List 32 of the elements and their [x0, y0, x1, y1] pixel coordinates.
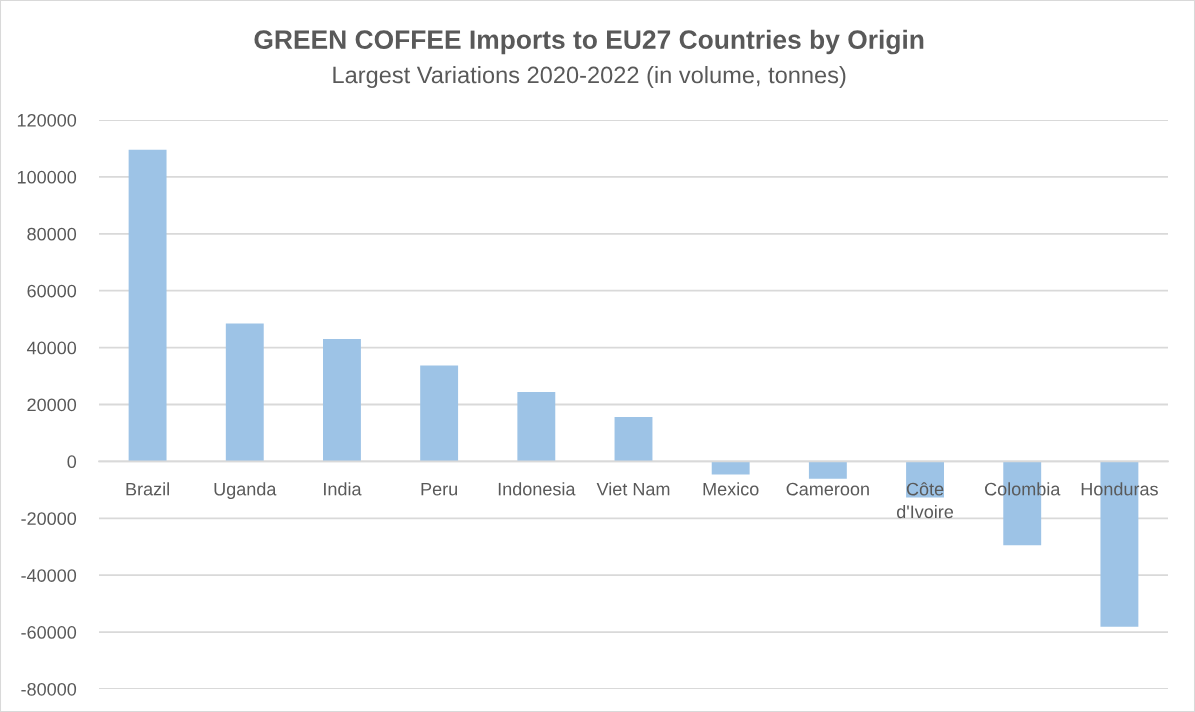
- x-tick-label: Colombia: [985, 482, 1061, 496]
- bar: [128, 149, 167, 462]
- y-tick-label: -20000: [21, 512, 77, 526]
- y-tick-label: -40000: [21, 569, 77, 582]
- bar: [517, 391, 556, 462]
- bar: [323, 339, 361, 462]
- bar: [808, 461, 847, 479]
- bar: [225, 323, 264, 462]
- y-tick-label: 120000: [17, 113, 77, 127]
- x-tick-label: Côte d'Ivoire: [896, 482, 954, 519]
- x-tick-label: Peru: [421, 482, 458, 496]
- x-tick-label: Honduras: [1081, 482, 1158, 496]
- chart-subtitle: Largest Variations 2020-2022 (in volume, tonnes): [333, 66, 846, 88]
- x-tick-label: Uganda: [214, 482, 277, 500]
- y-tick-label: 80000: [27, 227, 77, 241]
- x-tick-label: India: [324, 482, 362, 496]
- y-tick-label: 40000: [26, 341, 77, 355]
- x-tick-label: Brazil: [126, 482, 169, 496]
- x-tick-label: Viet Nam: [596, 482, 670, 496]
- y-tick-label: 20000: [27, 398, 77, 412]
- x-tick-label: Cameroon: [786, 482, 869, 496]
- chart-title: GREEN COFFEE Imports to EU27 Countries by Origin: [254, 29, 924, 55]
- bar: [420, 365, 459, 462]
- y-tick-label: 60000: [27, 284, 77, 298]
- x-tick-label: Indonesia: [498, 482, 576, 496]
- y-tick-label: 0: [67, 455, 77, 469]
- y-tick-label: 100000: [17, 170, 77, 184]
- y-tick-label: -60000: [21, 626, 77, 639]
- x-tick-label: Mexico: [703, 482, 759, 496]
- bar: [614, 417, 653, 462]
- bar: [711, 461, 750, 475]
- y-tick-label: -80000: [21, 682, 77, 696]
